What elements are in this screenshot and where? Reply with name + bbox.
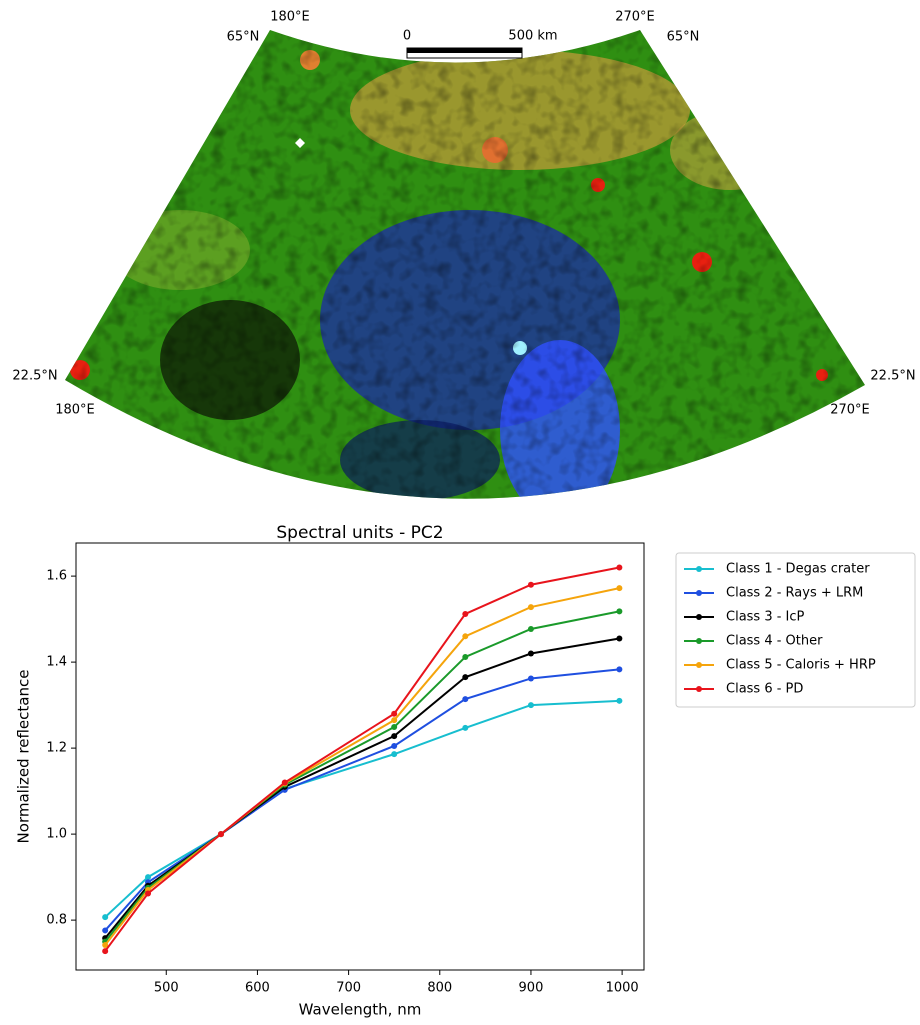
x-tick-label: 1000 <box>606 981 639 996</box>
data-point <box>102 942 109 949</box>
chart-title: Spectral units - PC2 <box>276 523 443 543</box>
chart: Spectral units - PC2 Wavelength, nm Normal… <box>15 523 916 1019</box>
legend-marker <box>696 686 702 692</box>
map-label: 180°E <box>270 10 310 25</box>
y-tick-label: 1.4 <box>46 655 67 670</box>
x-tick-label: 500 <box>154 981 179 996</box>
map-label: 270°E <box>615 10 655 25</box>
legend-marker <box>696 638 702 644</box>
data-point <box>281 779 288 786</box>
data-point <box>462 696 469 703</box>
data-point <box>391 724 398 731</box>
map-label: 180°E <box>55 403 95 418</box>
legend-marker <box>696 662 702 668</box>
map-label: 22.5°N <box>870 369 915 384</box>
x-axis-label: Wavelength, nm <box>299 1001 422 1019</box>
x-tick-label: 600 <box>245 981 270 996</box>
map-label: 22.5°N <box>12 369 57 384</box>
map-label: 65°N <box>227 30 260 45</box>
data-point <box>462 610 469 617</box>
plot-frame <box>75 542 645 971</box>
x-tick-label: 700 <box>336 981 361 996</box>
y-tick-label: 1.2 <box>46 741 67 756</box>
data-point <box>217 831 224 838</box>
legend-label: Class 5 - Caloris + HRP <box>726 658 876 673</box>
data-point <box>616 585 623 592</box>
data-point <box>102 914 109 921</box>
data-point <box>616 666 623 673</box>
legend-label: Class 4 - Other <box>726 634 823 649</box>
legend-label: Class 2 - Rays + LRM <box>726 586 863 601</box>
data-point <box>616 564 623 571</box>
series-line <box>104 587 620 946</box>
map-image <box>65 30 865 499</box>
y-axis-label: Normalized reflectance <box>15 670 33 844</box>
legend-marker <box>696 566 702 572</box>
map-label: 270°E <box>830 403 870 418</box>
data-point <box>527 581 534 588</box>
series-line <box>104 668 620 932</box>
data-point <box>527 626 534 633</box>
data-point <box>391 733 398 740</box>
x-tick-label: 900 <box>519 981 544 996</box>
legend-label: Class 6 - PD <box>726 682 803 697</box>
data-point <box>462 724 469 731</box>
legend-marker <box>696 590 702 596</box>
scale-label: 500 km <box>508 29 557 44</box>
data-point <box>616 697 623 704</box>
legend-marker <box>696 614 702 620</box>
legend-label: Class 1 - Degas crater <box>726 562 870 577</box>
data-point <box>102 927 109 934</box>
data-point <box>462 674 469 681</box>
data-point <box>462 653 469 660</box>
data-point <box>616 635 623 642</box>
data-point <box>527 702 534 709</box>
scale-label: 0 <box>403 29 411 44</box>
data-point <box>391 710 398 717</box>
data-point <box>527 675 534 682</box>
y-tick-label: 0.8 <box>46 913 67 928</box>
data-point <box>145 890 152 897</box>
map-marker <box>295 138 305 148</box>
legend-label: Class 3 - IcP <box>726 610 805 625</box>
data-point <box>527 650 534 657</box>
data-point <box>391 742 398 749</box>
data-point <box>102 948 109 955</box>
y-tick-label: 1.0 <box>46 827 67 842</box>
series-line <box>104 699 620 918</box>
data-point <box>462 633 469 640</box>
data-point <box>145 874 152 881</box>
series-line <box>104 610 620 943</box>
series-line <box>104 566 620 952</box>
x-tick-label: 800 <box>427 981 452 996</box>
data-point <box>391 751 398 758</box>
series-line <box>104 637 620 939</box>
scale-bar <box>407 48 522 53</box>
y-tick-label: 1.6 <box>46 569 67 584</box>
data-point <box>616 608 623 615</box>
legend-box <box>675 552 916 708</box>
data-point <box>391 717 398 724</box>
map-label: 65°N <box>667 30 700 45</box>
data-point <box>527 604 534 611</box>
